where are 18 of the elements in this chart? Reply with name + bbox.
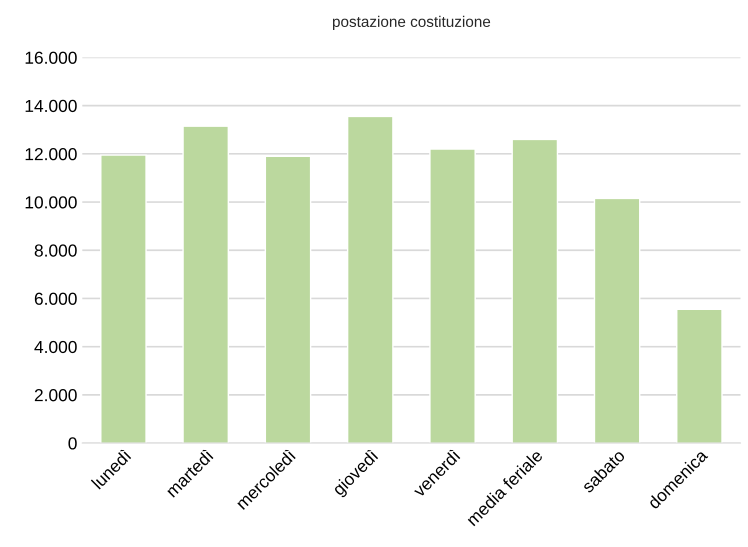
bar	[429, 148, 476, 444]
bar	[676, 308, 723, 444]
y-tick-label: 8.000	[34, 244, 77, 257]
y-tick-label: 2.000	[34, 389, 77, 402]
y-tick-label: 14.000	[26, 100, 77, 112]
y-tick-label: 16.000	[26, 52, 77, 64]
y-tick-label: 6.000	[34, 292, 77, 305]
bar	[100, 154, 147, 444]
y-tick-label: 12.000	[26, 148, 77, 160]
y-tick-label: 10.000	[26, 196, 77, 209]
bar	[594, 198, 640, 444]
bar	[264, 156, 312, 444]
bar	[512, 138, 558, 444]
bar	[182, 125, 230, 444]
y-tick-label: 0	[68, 437, 77, 450]
y-tick-label: 4.000	[34, 340, 77, 354]
chart-title: postazione costituzione	[332, 16, 490, 30]
bar	[346, 116, 394, 444]
